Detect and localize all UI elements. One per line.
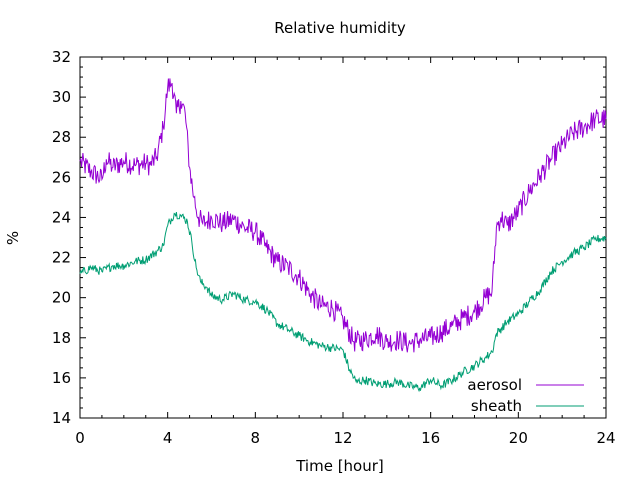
x-tick-label: 4 [163,429,173,447]
y-tick-label: 20 [52,289,71,307]
series-line-aerosol [79,78,607,353]
y-tick-label: 28 [52,128,71,146]
x-tick-label: 16 [421,429,440,447]
y-tick-label: 22 [52,249,71,267]
y-tick-label: 24 [52,208,71,226]
x-tick-label: 24 [596,429,615,447]
x-tick-label: 0 [75,429,85,447]
legend-label-sheath: sheath [471,397,522,415]
y-axis-title: % [4,231,22,245]
x-tick-label: 20 [509,429,528,447]
series-lines [79,78,607,393]
y-tick-label: 18 [52,329,71,347]
x-tick-label: 12 [333,429,352,447]
y-tick-label: 26 [52,168,71,186]
y-tick-label: 14 [52,409,71,427]
y-tick-label: 30 [52,88,71,106]
series-line-sheath [79,212,607,393]
y-tick-label: 16 [52,369,71,387]
legend-label-aerosol: aerosol [467,376,522,394]
x-tick-label: 8 [251,429,261,447]
plot-area-frame [79,56,607,419]
axis-ticks: 14 16 18 20 22 24 26 28 30 32 0 4 8 12 16 20 24 [52,48,616,447]
x-axis-title: Time [hour] [295,457,384,475]
y-tick-label: 32 [52,48,71,66]
chart-title: Relative humidity [274,19,406,37]
legend: aerosol sheath [467,376,584,415]
